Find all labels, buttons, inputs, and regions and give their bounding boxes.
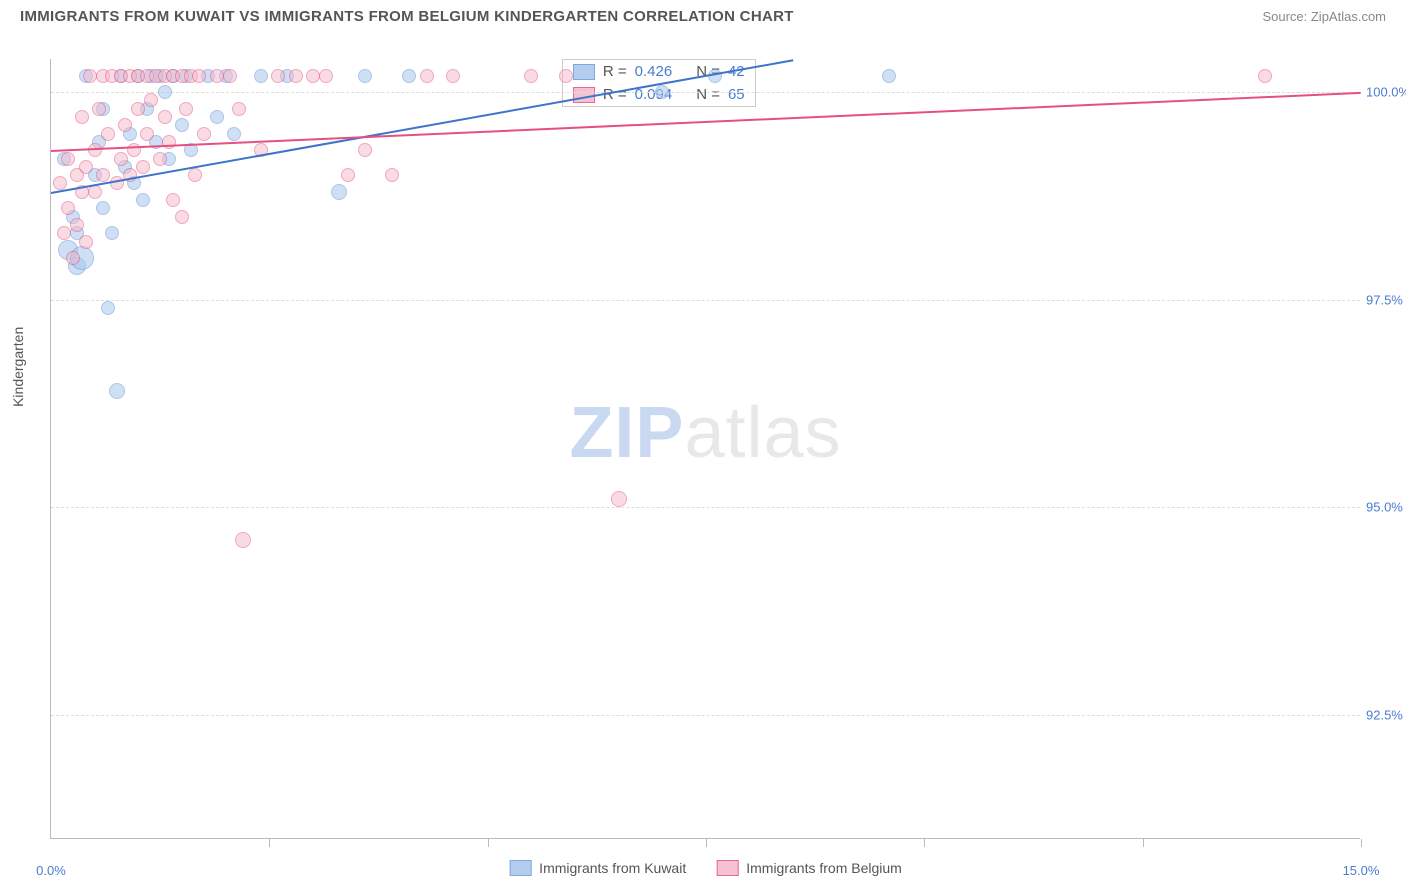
data-point <box>188 168 202 182</box>
bottom-legend-label: Immigrants from Kuwait <box>539 860 686 876</box>
data-point <box>223 69 237 83</box>
legend-n-label: N = <box>696 86 720 103</box>
legend-swatch <box>573 64 595 80</box>
data-point <box>96 201 110 215</box>
data-point <box>79 235 93 249</box>
legend-r-value: 0.426 <box>635 63 673 80</box>
gridline-h <box>51 715 1360 716</box>
data-point <box>57 226 71 240</box>
legend-swatch <box>716 860 738 876</box>
data-point <box>70 218 84 232</box>
data-point <box>655 85 669 99</box>
data-point <box>53 176 67 190</box>
y-axis-title: Kindergarten <box>10 327 26 407</box>
gridline-v <box>488 839 489 847</box>
y-tick-label: 100.0% <box>1366 85 1406 100</box>
data-point <box>79 160 93 174</box>
gridline-v <box>269 839 270 847</box>
data-point <box>101 301 115 315</box>
data-point <box>101 127 115 141</box>
gridline-h <box>51 507 1360 508</box>
data-point <box>66 251 80 265</box>
data-point <box>882 69 896 83</box>
plot-area: ZIPatlas R =0.426N =42R =0.094N =65 Immi… <box>50 59 1360 839</box>
data-point <box>210 69 224 83</box>
chart-container: Kindergarten ZIPatlas R =0.426N =42R =0.… <box>0 29 1406 849</box>
data-point <box>306 69 320 83</box>
data-point <box>232 102 246 116</box>
data-point <box>118 118 132 132</box>
data-point <box>524 69 538 83</box>
data-point <box>83 69 97 83</box>
data-point <box>235 532 251 548</box>
bottom-legend-item: Immigrants from Kuwait <box>509 860 686 876</box>
data-point <box>319 69 333 83</box>
data-point <box>559 69 573 83</box>
data-point <box>96 168 110 182</box>
data-point <box>153 152 167 166</box>
data-point <box>341 168 355 182</box>
data-point <box>385 168 399 182</box>
data-point <box>210 110 224 124</box>
gridline-v <box>706 839 707 847</box>
y-tick-label: 97.5% <box>1366 292 1406 307</box>
y-tick-label: 95.0% <box>1366 500 1406 515</box>
chart-title: IMMIGRANTS FROM KUWAIT VS IMMIGRANTS FRO… <box>20 8 794 25</box>
data-point <box>331 184 347 200</box>
gridline-v <box>924 839 925 847</box>
legend-n-value: 65 <box>728 86 745 103</box>
data-point <box>358 143 372 157</box>
data-point <box>192 69 206 83</box>
watermark: ZIPatlas <box>569 392 841 474</box>
gridline-h <box>51 300 1360 301</box>
data-point <box>227 127 241 141</box>
data-point <box>175 118 189 132</box>
data-point <box>158 110 172 124</box>
data-point <box>254 69 268 83</box>
series-legend: Immigrants from Kuwait Immigrants from Be… <box>509 860 902 876</box>
bottom-legend-label: Immigrants from Belgium <box>746 860 902 876</box>
data-point <box>166 193 180 207</box>
data-point <box>75 110 89 124</box>
data-point <box>114 152 128 166</box>
data-point <box>109 383 125 399</box>
data-point <box>197 127 211 141</box>
data-point <box>611 491 627 507</box>
data-point <box>131 102 145 116</box>
data-point <box>140 127 154 141</box>
data-point <box>289 69 303 83</box>
watermark-part2: atlas <box>684 393 841 473</box>
data-point <box>446 69 460 83</box>
data-point <box>144 93 158 107</box>
data-point <box>136 160 150 174</box>
x-tick-label: 0.0% <box>36 863 66 878</box>
data-point <box>175 210 189 224</box>
data-point <box>420 69 434 83</box>
x-tick-label: 15.0% <box>1343 863 1380 878</box>
data-point <box>271 69 285 83</box>
legend-r-label: R = <box>603 63 627 80</box>
data-point <box>158 85 172 99</box>
y-tick-label: 92.5% <box>1366 707 1406 722</box>
legend-swatch <box>509 860 531 876</box>
data-point <box>179 102 193 116</box>
data-point <box>1258 69 1272 83</box>
data-point <box>358 69 372 83</box>
source-label: Source: ZipAtlas.com <box>1262 9 1386 24</box>
data-point <box>61 201 75 215</box>
watermark-part1: ZIP <box>569 393 684 473</box>
data-point <box>136 193 150 207</box>
chart-header: IMMIGRANTS FROM KUWAIT VS IMMIGRANTS FRO… <box>0 0 1406 29</box>
gridline-v <box>1143 839 1144 847</box>
data-point <box>105 226 119 240</box>
bottom-legend-item: Immigrants from Belgium <box>716 860 902 876</box>
gridline-v <box>1361 839 1362 847</box>
gridline-h <box>51 92 1360 93</box>
data-point <box>402 69 416 83</box>
data-point <box>61 152 75 166</box>
data-point <box>92 102 106 116</box>
